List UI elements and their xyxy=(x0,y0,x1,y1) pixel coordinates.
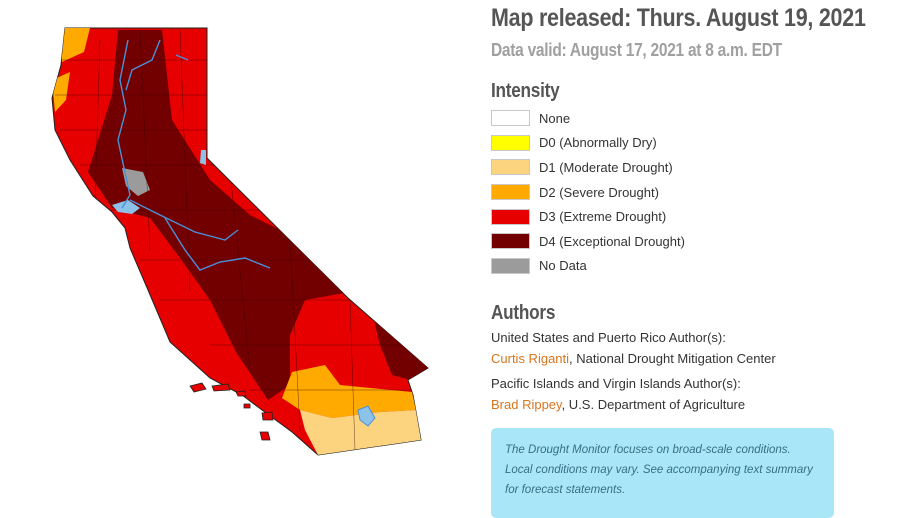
us-author-link[interactable]: Curtis Riganti xyxy=(491,351,570,366)
legend-swatch xyxy=(491,233,530,250)
legend-item-none: None xyxy=(491,106,751,131)
authors-heading: Authors xyxy=(491,302,556,324)
bay-area-water xyxy=(112,200,140,214)
legend: None D0 (Abnormally Dry) D1 (Moderate Dr… xyxy=(491,106,751,278)
legend-item-d1: D1 (Moderate Drought) xyxy=(491,155,751,180)
legend-label: D4 (Exceptional Drought) xyxy=(539,233,685,249)
channel-island-6 xyxy=(243,403,251,409)
salton-sea xyxy=(357,405,376,427)
pacific-author-link[interactable]: Brad Rippey xyxy=(491,397,562,412)
info-panel: Map released: Thurs. August 19, 2021 Dat… xyxy=(491,0,891,518)
us-author-line: Curtis Riganti, National Drought Mitigat… xyxy=(491,348,776,369)
region-d2-northwest xyxy=(60,28,90,62)
pacific-author-label: Pacific Islands and Virgin Islands Autho… xyxy=(491,376,741,391)
legend-item-d3: D3 (Extreme Drought) xyxy=(491,204,751,229)
channel-island-2 xyxy=(211,383,231,392)
us-author-org: , National Drought Mitigation Center xyxy=(569,351,776,366)
legend-item-d4: D4 (Exceptional Drought) xyxy=(491,229,751,254)
pacific-author-org: , U.S. Department of Agriculture xyxy=(561,397,746,412)
legend-swatch xyxy=(491,110,530,127)
legend-label: D1 (Moderate Drought) xyxy=(539,159,673,175)
legend-label: D3 (Extreme Drought) xyxy=(539,209,667,225)
legend-swatch xyxy=(491,159,530,176)
lake-tahoe xyxy=(200,150,206,165)
legend-swatch xyxy=(491,208,530,225)
us-author-label: United States and Puerto Rico Author(s): xyxy=(491,330,726,345)
channel-island-1 xyxy=(189,382,207,393)
legend-item-d2: D2 (Severe Drought) xyxy=(491,180,751,205)
channel-island-4 xyxy=(261,411,274,421)
legend-swatch xyxy=(491,184,530,201)
data-valid-line: Data valid: August 17, 2021 at 8 a.m. ED… xyxy=(491,40,782,60)
legend-label: D2 (Severe Drought) xyxy=(539,184,659,200)
region-d2-northcoast xyxy=(52,72,70,112)
legend-label: None xyxy=(539,110,571,126)
legend-label: D0 (Abnormally Dry) xyxy=(539,135,657,151)
legend-item-d0: D0 (Abnormally Dry) xyxy=(491,131,751,156)
region-d2-south xyxy=(282,365,416,418)
pacific-author-line: Brad Rippey, U.S. Department of Agricult… xyxy=(491,394,745,415)
legend-label: No Data xyxy=(539,258,587,274)
pacific-author-block: Pacific Islands and Virgin Islands Autho… xyxy=(491,373,745,415)
region-no-data xyxy=(122,168,150,196)
intensity-heading: Intensity xyxy=(491,80,560,102)
drought-map xyxy=(51,27,429,456)
legend-swatch xyxy=(491,134,530,151)
us-author-block: United States and Puerto Rico Author(s):… xyxy=(491,327,776,369)
rivers xyxy=(117,39,271,271)
legend-swatch xyxy=(491,257,530,274)
channel-island-5 xyxy=(259,431,271,441)
legend-item-no-data: No Data xyxy=(491,254,751,279)
drought-monitor-note: The Drought Monitor focuses on broad-sca… xyxy=(491,428,834,518)
map-release-title: Map released: Thurs. August 19, 2021 xyxy=(491,4,866,32)
region-d4-central xyxy=(88,30,350,400)
channel-island-3 xyxy=(235,390,247,397)
region-d1-south xyxy=(300,410,421,455)
